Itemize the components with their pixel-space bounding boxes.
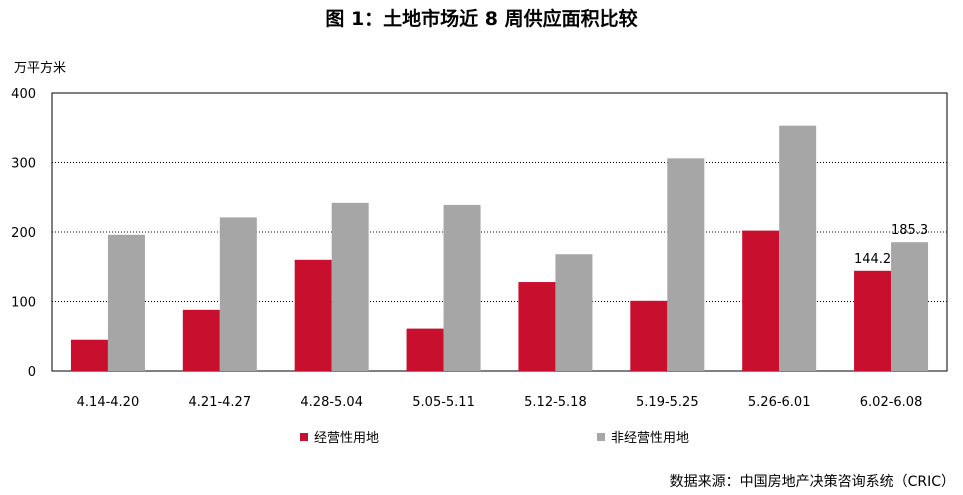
chart-title: 图 1：土地市场近 8 周供应面积比较 [325, 8, 638, 30]
x-tick-label: 4.28-5.04 [300, 395, 363, 410]
legend-label-non-operating: 非经营性用地 [611, 431, 690, 446]
bar-operating [182, 309, 220, 371]
legend-item-operating: 经营性用地 [300, 427, 379, 446]
bar-operating [406, 328, 444, 371]
y-tick-label: 200 [11, 226, 36, 241]
labels-layer: 0 100 200 300 400 4.14-4.20 4.21-4.27 4.28-5.04… [11, 87, 928, 410]
y-axis-unit-label: 万平方米 [14, 61, 67, 76]
bar-non-operating [331, 202, 369, 371]
x-tick-label: 5.26-6.01 [748, 395, 811, 410]
y-tick-label: 400 [11, 87, 36, 102]
bar-operating [854, 270, 892, 371]
bar-non-operating [891, 242, 929, 371]
legend-swatch-operating [300, 432, 308, 441]
bar-non-operating [667, 158, 705, 371]
bar-non-operating [555, 254, 593, 371]
x-tick-label: 4.14-4.20 [77, 395, 140, 410]
x-tick-label: 5.12-5.18 [524, 395, 587, 410]
y-tick-label: 0 [28, 365, 36, 380]
y-tick-label: 300 [11, 157, 36, 172]
bar-non-operating [443, 204, 481, 371]
x-tick-label: 4.21-4.27 [189, 395, 252, 410]
data-label: 144.2 [854, 252, 891, 267]
bar-operating [70, 339, 108, 371]
y-tick-label: 100 [11, 296, 36, 311]
legend-swatch-non-operating [597, 432, 605, 441]
data-source-note: 数据来源：中国房地产决策咨询系统（CRIC） [669, 474, 955, 490]
x-tick-label: 5.05-5.11 [412, 395, 475, 410]
legend-label-operating: 经营性用地 [314, 431, 380, 446]
bars-layer [70, 125, 929, 371]
legend-item-non-operating: 非经营性用地 [597, 427, 689, 446]
bar-operating [630, 300, 668, 371]
bar-non-operating [219, 217, 257, 371]
bar-non-operating [107, 234, 145, 371]
x-tick-label: 6.02-6.08 [860, 395, 923, 410]
bar-operating [518, 282, 556, 371]
grid-layer [51, 92, 948, 372]
bar-operating [294, 259, 332, 371]
bar-operating [742, 230, 780, 371]
x-tick-label: 5.19-5.25 [636, 395, 699, 410]
data-label: 185.3 [891, 223, 928, 238]
bar-non-operating [779, 125, 817, 371]
